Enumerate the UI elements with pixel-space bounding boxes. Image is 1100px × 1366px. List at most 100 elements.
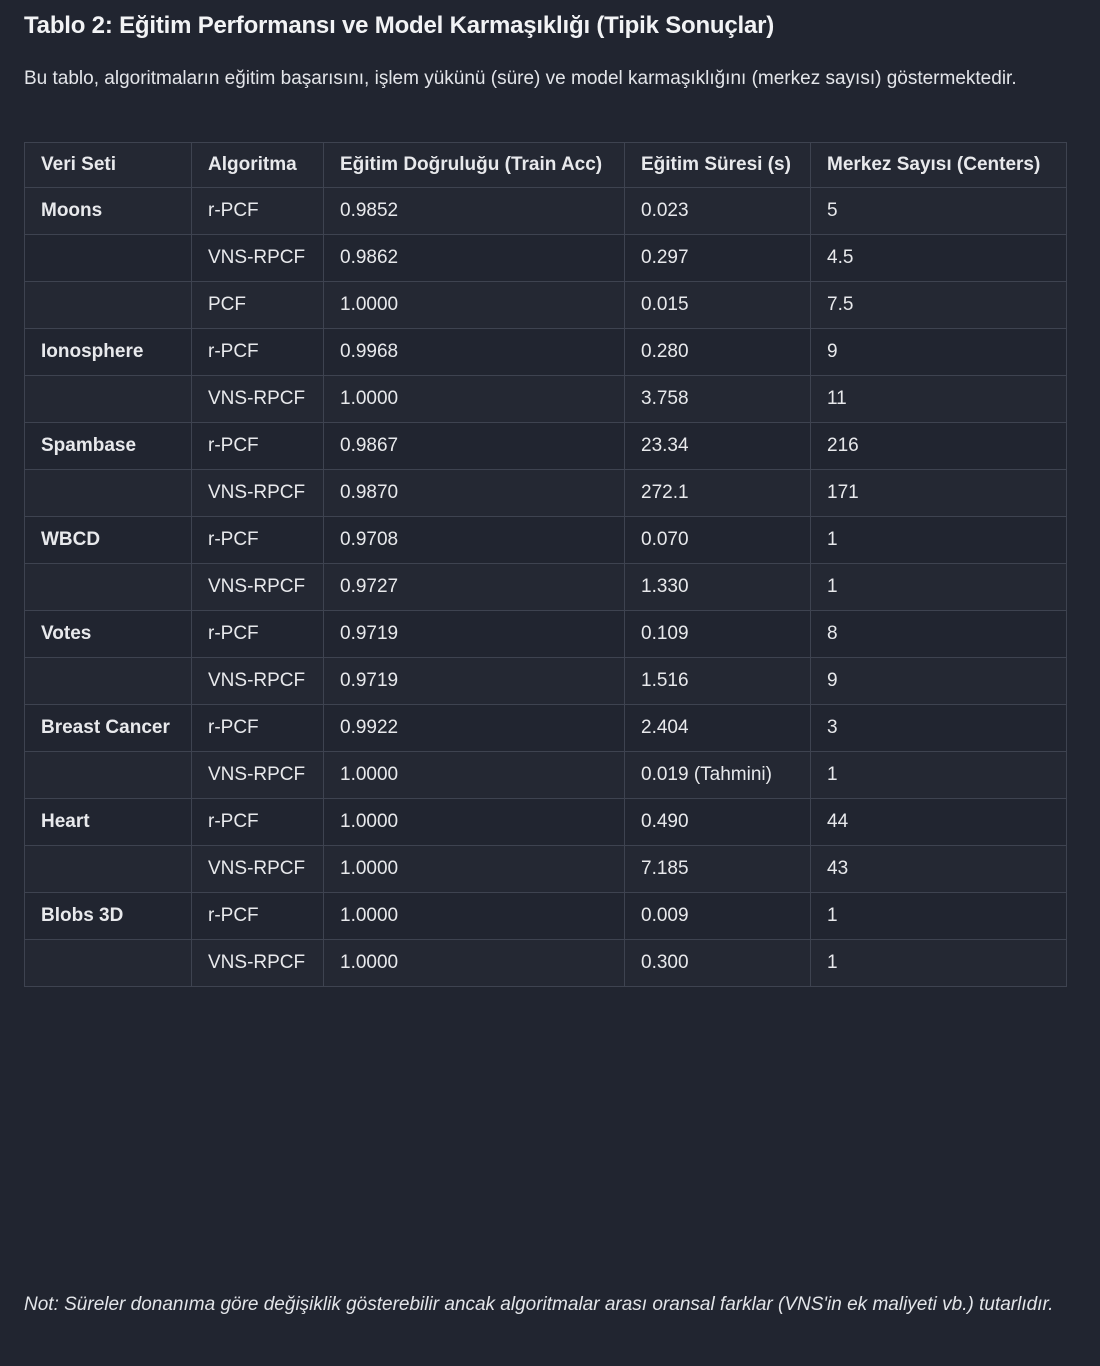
cell-train-acc: 1.0000 [323,892,625,940]
cell-algorithm: r-PCF [191,892,324,940]
cell-train-acc: 1.0000 [323,751,625,799]
cell-algorithm: VNS-RPCF [191,563,324,611]
cell-dataset [24,375,192,423]
cell-train-time: 0.019 (Tahmini) [624,751,811,799]
cell-dataset: Blobs 3D [24,892,192,940]
cell-train-acc: 0.9719 [323,657,625,705]
cell-train-time: 23.34 [624,422,811,470]
table-row: VNS-RPCF 1.0000 3.758 11 [24,375,1067,423]
table-row: Moons r-PCF 0.9852 0.023 5 [24,187,1067,235]
table-description: Bu tablo, algoritmaların eğitim başarısı… [24,68,1017,89]
table-row: VNS-RPCF 1.0000 7.185 43 [24,845,1067,893]
cell-dataset [24,563,192,611]
cell-train-time: 272.1 [624,469,811,517]
header-centers: Merkez Sayısı (Centers) [810,142,1067,188]
cell-train-acc: 1.0000 [323,845,625,893]
table-body: Moons r-PCF 0.9852 0.023 5 VNS-RPCF 0.9862 0.29… [24,187,1067,987]
cell-train-time: 0.490 [624,798,811,846]
header-train-time: Eğitim Süresi (s) [624,142,811,188]
table-row: Blobs 3D r-PCF 1.0000 0.009 1 [24,892,1067,940]
header-train-acc: Eğitim Doğruluğu (Train Acc) [323,142,625,188]
cell-centers: 1 [810,516,1067,564]
cell-train-acc: 1.0000 [323,281,625,329]
cell-dataset: Ionosphere [24,328,192,376]
cell-dataset: Spambase [24,422,192,470]
results-table: Veri Seti Algoritma Eğitim Doğruluğu (Tr… [24,142,1067,987]
table-row: Ionosphere r-PCF 0.9968 0.280 9 [24,328,1067,376]
cell-train-time: 0.280 [624,328,811,376]
cell-centers: 4.5 [810,234,1067,282]
cell-train-time: 1.330 [624,563,811,611]
table-row: VNS-RPCF 0.9727 1.330 1 [24,563,1067,611]
cell-centers: 11 [810,375,1067,423]
cell-dataset: Moons [24,187,192,235]
cell-train-acc: 0.9727 [323,563,625,611]
cell-algorithm: VNS-RPCF [191,657,324,705]
table-row: Spambase r-PCF 0.9867 23.34 216 [24,422,1067,470]
cell-train-acc: 1.0000 [323,375,625,423]
cell-train-time: 3.758 [624,375,811,423]
cell-train-time: 1.516 [624,657,811,705]
cell-centers: 9 [810,657,1067,705]
cell-train-acc: 0.9870 [323,469,625,517]
cell-dataset [24,234,192,282]
cell-algorithm: VNS-RPCF [191,469,324,517]
cell-algorithm: PCF [191,281,324,329]
table-row: WBCD r-PCF 0.9708 0.070 1 [24,516,1067,564]
cell-algorithm: r-PCF [191,704,324,752]
cell-dataset [24,657,192,705]
cell-algorithm: r-PCF [191,610,324,658]
table-row: VNS-RPCF 0.9719 1.516 9 [24,657,1067,705]
table-row: VNS-RPCF 1.0000 0.019 (Tahmini) 1 [24,751,1067,799]
cell-train-acc: 1.0000 [323,939,625,987]
cell-dataset [24,939,192,987]
cell-centers: 8 [810,610,1067,658]
cell-centers: 1 [810,563,1067,611]
cell-train-acc: 0.9862 [323,234,625,282]
cell-train-acc: 0.9708 [323,516,625,564]
cell-centers: 1 [810,751,1067,799]
table-row: PCF 1.0000 0.015 7.5 [24,281,1067,329]
cell-centers: 216 [810,422,1067,470]
cell-train-time: 0.300 [624,939,811,987]
cell-train-time: 0.070 [624,516,811,564]
cell-algorithm: VNS-RPCF [191,845,324,893]
cell-train-acc: 0.9867 [323,422,625,470]
cell-dataset: Breast Cancer [24,704,192,752]
table-row: Heart r-PCF 1.0000 0.490 44 [24,798,1067,846]
cell-algorithm: VNS-RPCF [191,939,324,987]
header-dataset: Veri Seti [24,142,192,188]
cell-train-time: 0.109 [624,610,811,658]
cell-centers: 1 [810,939,1067,987]
cell-centers: 171 [810,469,1067,517]
cell-centers: 9 [810,328,1067,376]
table-header-row: Veri Seti Algoritma Eğitim Doğruluğu (Tr… [24,142,1067,188]
cell-dataset [24,845,192,893]
table-row: VNS-RPCF 0.9862 0.297 4.5 [24,234,1067,282]
cell-train-acc: 0.9852 [323,187,625,235]
cell-train-acc: 0.9922 [323,704,625,752]
header-algorithm: Algoritma [191,142,324,188]
cell-train-time: 0.297 [624,234,811,282]
table-row: VNS-RPCF 1.0000 0.300 1 [24,939,1067,987]
cell-algorithm: VNS-RPCF [191,375,324,423]
table-note: Not: Süreler donanıma göre değişiklik gö… [24,1294,1054,1315]
cell-algorithm: r-PCF [191,422,324,470]
cell-train-time: 0.009 [624,892,811,940]
cell-train-time: 0.015 [624,281,811,329]
cell-dataset: Votes [24,610,192,658]
cell-algorithm: r-PCF [191,187,324,235]
table-title: Tablo 2: Eğitim Performansı ve Model Kar… [24,12,775,39]
cell-train-acc: 0.9968 [323,328,625,376]
table-row: Breast Cancer r-PCF 0.9922 2.404 3 [24,704,1067,752]
cell-dataset: Heart [24,798,192,846]
table-row: VNS-RPCF 0.9870 272.1 171 [24,469,1067,517]
cell-train-time: 2.404 [624,704,811,752]
cell-algorithm: VNS-RPCF [191,234,324,282]
cell-algorithm: r-PCF [191,328,324,376]
cell-train-time: 0.023 [624,187,811,235]
cell-train-time: 7.185 [624,845,811,893]
cell-dataset [24,469,192,517]
cell-train-acc: 0.9719 [323,610,625,658]
cell-dataset [24,751,192,799]
